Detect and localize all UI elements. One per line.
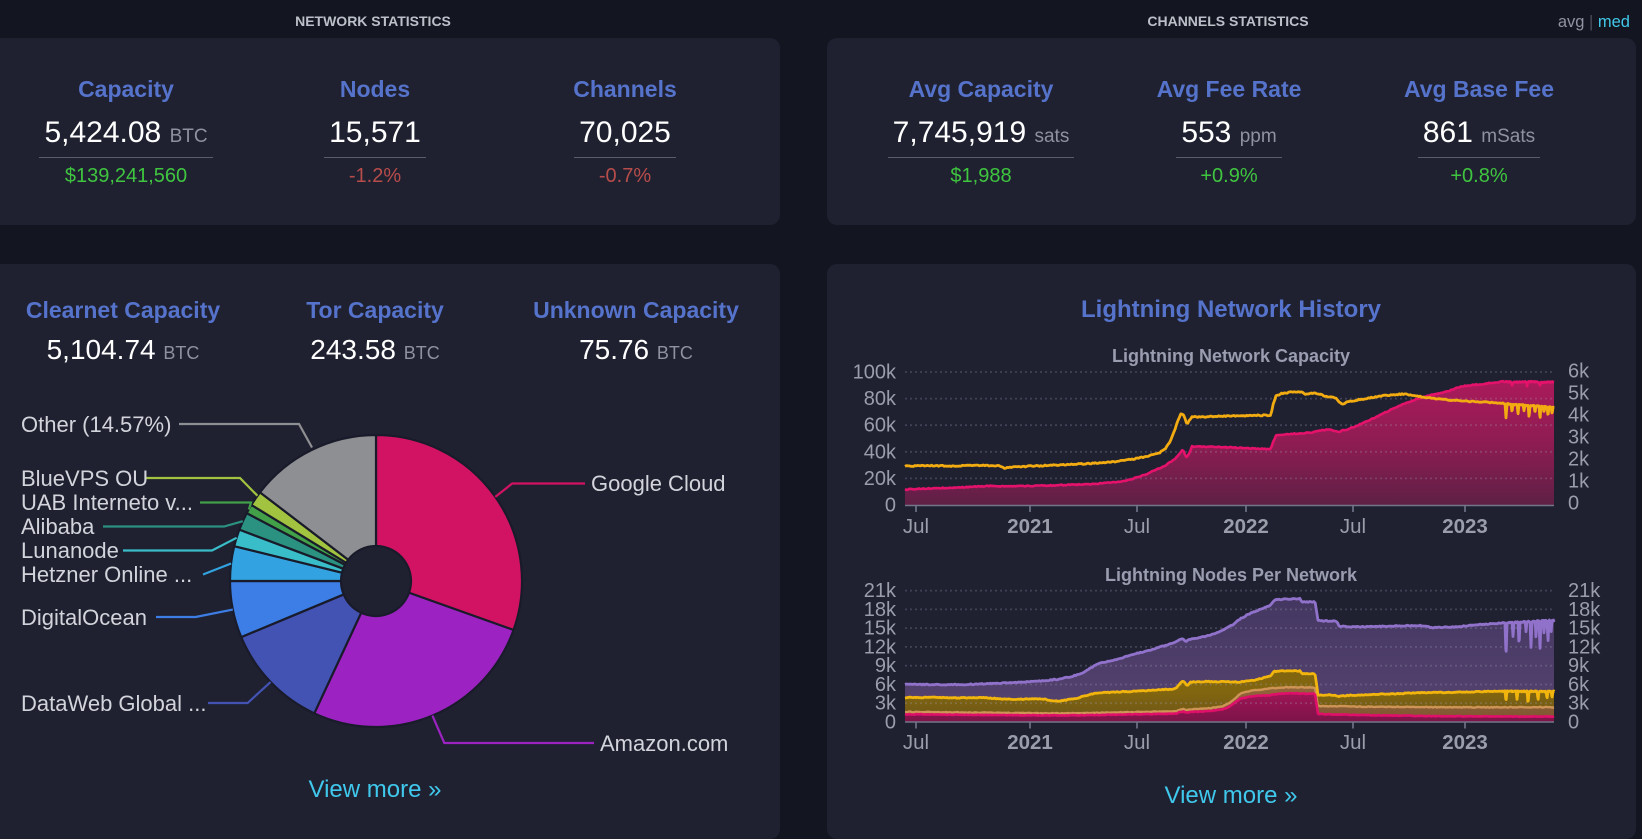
svg-text:5k: 5k — [1568, 383, 1590, 405]
svg-text:20k: 20k — [864, 468, 897, 490]
svg-text:1k: 1k — [1568, 471, 1590, 493]
svg-text:9k: 9k — [1568, 655, 1590, 677]
svg-text:0: 0 — [885, 712, 896, 734]
svg-text:Jul: Jul — [1340, 515, 1366, 538]
svg-text:15k: 15k — [1568, 618, 1601, 640]
svg-text:2k: 2k — [1568, 449, 1590, 471]
svg-text:18k: 18k — [1568, 599, 1601, 621]
svg-text:6k: 6k — [875, 674, 897, 696]
svg-text:40k: 40k — [864, 441, 897, 463]
svg-text:2022: 2022 — [1223, 731, 1269, 754]
svg-text:18k: 18k — [864, 599, 897, 621]
svg-text:3k: 3k — [1568, 693, 1590, 715]
svg-text:21k: 21k — [864, 580, 897, 602]
svg-text:2022: 2022 — [1223, 515, 1269, 538]
svg-text:21k: 21k — [1568, 580, 1601, 602]
svg-text:0: 0 — [885, 495, 896, 517]
svg-text:2023: 2023 — [1442, 515, 1488, 538]
svg-text:0: 0 — [1568, 493, 1579, 515]
svg-text:6k: 6k — [1568, 361, 1590, 383]
svg-text:2021: 2021 — [1007, 515, 1053, 538]
svg-text:80k: 80k — [864, 388, 897, 410]
svg-text:Jul: Jul — [903, 515, 929, 538]
svg-text:Jul: Jul — [1124, 731, 1150, 754]
svg-text:2023: 2023 — [1442, 731, 1488, 754]
svg-text:3k: 3k — [1568, 427, 1590, 449]
svg-text:4k: 4k — [1568, 405, 1590, 427]
svg-text:15k: 15k — [864, 618, 897, 640]
svg-text:0: 0 — [1568, 712, 1579, 734]
svg-text:60k: 60k — [864, 415, 897, 437]
svg-text:9k: 9k — [875, 655, 897, 677]
svg-text:100k: 100k — [853, 362, 897, 384]
svg-text:6k: 6k — [1568, 674, 1590, 696]
svg-text:Jul: Jul — [1124, 515, 1150, 538]
svg-text:Jul: Jul — [1340, 731, 1366, 754]
svg-text:2021: 2021 — [1007, 731, 1053, 754]
svg-text:Jul: Jul — [903, 731, 929, 754]
svg-text:12k: 12k — [864, 636, 897, 658]
svg-text:12k: 12k — [1568, 636, 1601, 658]
svg-text:3k: 3k — [875, 693, 897, 715]
